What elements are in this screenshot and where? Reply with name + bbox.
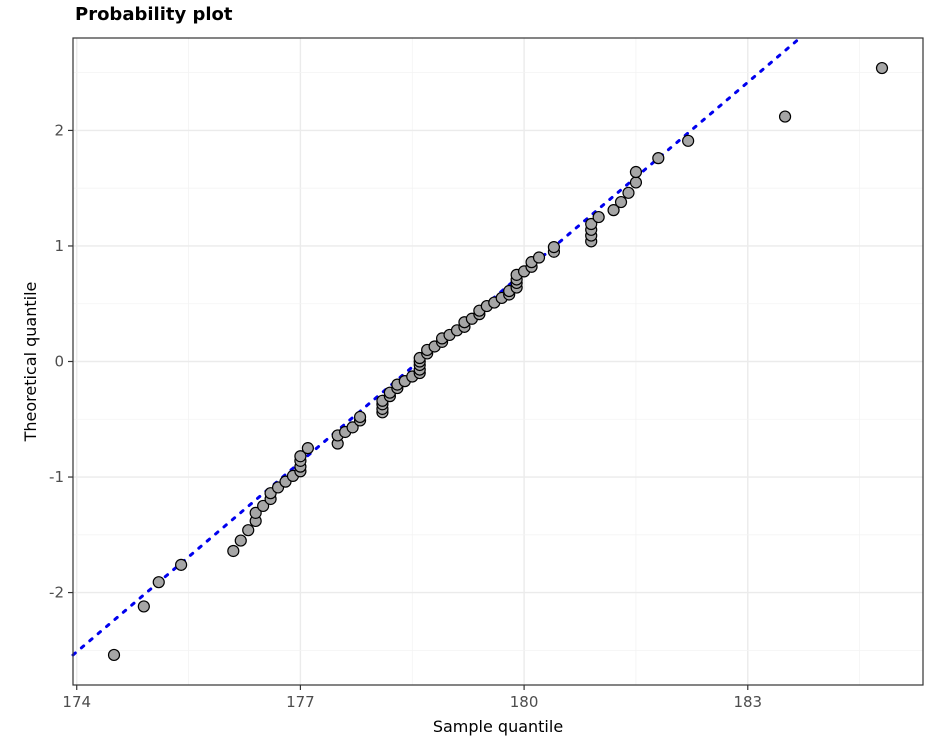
y-tick-label: -1 — [49, 468, 64, 486]
data-point — [137, 600, 150, 613]
y-tick-label: -2 — [49, 584, 64, 602]
data-point — [875, 61, 889, 75]
data-point — [294, 450, 307, 463]
data-point — [107, 648, 121, 662]
data-point — [152, 576, 165, 589]
x-tick-label: 180 — [510, 693, 539, 711]
x-tick-label: 174 — [62, 693, 91, 711]
data-point — [614, 195, 628, 209]
data-point — [629, 176, 643, 189]
x-axis-title: Sample quantile — [433, 717, 563, 736]
data-point — [346, 421, 359, 434]
data-point — [353, 410, 367, 424]
y-tick-label: 0 — [54, 353, 64, 371]
data-point — [622, 186, 635, 199]
data-point — [652, 152, 665, 165]
data-point — [175, 558, 188, 571]
data-point — [682, 134, 695, 147]
y-axis-title: Theoretical quantile — [21, 282, 40, 443]
chart-title: Probability plot — [75, 4, 233, 25]
x-tick-label: 183 — [733, 693, 762, 711]
data-point — [227, 544, 240, 558]
data-point — [629, 165, 643, 179]
data-point — [547, 241, 561, 254]
axis-ticks: 174 177 180 183 -2 -1 0 1 2 — [49, 121, 762, 711]
grid — [73, 38, 923, 685]
data-point — [592, 210, 605, 224]
data-points — [107, 61, 889, 662]
data-point — [607, 204, 620, 217]
data-point — [242, 524, 255, 537]
data-point — [532, 251, 546, 264]
data-point — [257, 499, 270, 513]
y-tick-label: 2 — [54, 121, 64, 139]
data-point — [585, 217, 598, 231]
data-point — [249, 506, 262, 519]
y-tick-label: 1 — [54, 237, 64, 255]
data-point — [778, 110, 792, 123]
data-point — [301, 442, 314, 455]
data-point — [234, 534, 247, 547]
x-tick-label: 177 — [286, 693, 315, 711]
